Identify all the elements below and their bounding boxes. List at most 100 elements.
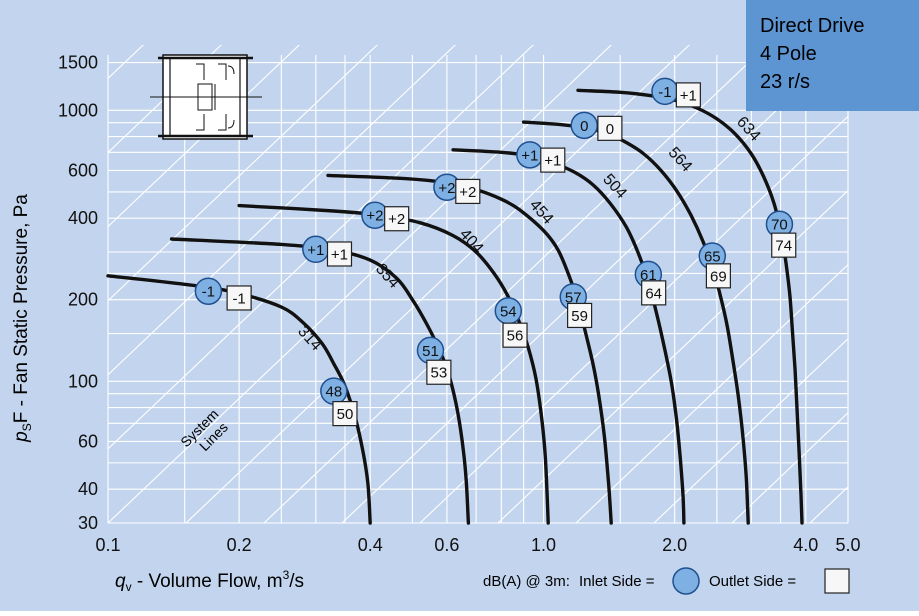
system-line xyxy=(108,45,612,523)
outlet-top-marker-value: +2 xyxy=(459,184,476,201)
inlet-noise-marker-value: 51 xyxy=(422,343,439,360)
legend-outlet-square xyxy=(824,568,850,594)
outlet-noise-marker-value: 74 xyxy=(775,238,792,255)
outlet-noise-marker-value: 50 xyxy=(337,406,354,423)
outlet-noise-marker-square xyxy=(567,302,593,329)
outlet-top-marker-value: +1 xyxy=(680,87,697,104)
x-axis-label-text: qv - Volume Flow, m3/s xyxy=(115,568,304,594)
x-tick-label: 0.4 xyxy=(358,535,383,555)
y-tick-label: 400 xyxy=(68,208,98,228)
x-tick-label: 0.2 xyxy=(227,535,252,555)
inlet-noise-marker-value: 61 xyxy=(640,267,657,284)
legend-inlet-label: Inlet Side = xyxy=(579,573,655,590)
system-line xyxy=(108,45,378,302)
system-line xyxy=(731,412,848,523)
outlet-top-marker-square xyxy=(384,206,410,232)
system-line xyxy=(108,45,456,376)
outlet-noise-marker-value: 59 xyxy=(571,308,588,325)
inlet-top-marker-value: +1 xyxy=(521,147,538,164)
system-line xyxy=(185,45,690,523)
y-tick-label: 600 xyxy=(68,160,98,180)
y-tick-label: 100 xyxy=(68,371,98,391)
inlet-noise-marker-value: 48 xyxy=(325,384,342,401)
y-tick-label: 60 xyxy=(78,431,98,451)
outlet-noise-marker-value: 56 xyxy=(507,328,524,345)
drive-info-background xyxy=(746,0,919,111)
outlet-noise-marker-value: 53 xyxy=(431,365,448,382)
legend-prefix: dB(A) @ 3m: xyxy=(483,573,570,590)
x-axis-label: qv - Volume Flow, m3/s xyxy=(115,568,304,594)
axes: 0.1 0.2 0.4 0.6 1.0 2.0 4.0 5.0 30 40 60 100 200 400 6… xyxy=(58,53,861,555)
outlet-top-marker-value: +2 xyxy=(388,211,405,228)
pole-count-text: 4 Pole xyxy=(760,43,817,65)
y-axis-label-symbol: p xyxy=(11,431,32,443)
inlet-top-marker-value: +1 xyxy=(307,242,324,259)
x-axis-label-superscript: 3 xyxy=(283,568,290,582)
outlet-top-marker-square xyxy=(326,241,353,267)
legend-inlet-circle xyxy=(672,567,700,595)
outlet-noise-marker-value: 69 xyxy=(710,268,727,285)
outlet-noise-marker-square xyxy=(332,401,358,427)
y-tick-label: 40 xyxy=(78,479,98,499)
outlet-top-marker-square xyxy=(226,285,252,311)
x-tick-label: 4.0 xyxy=(793,535,818,555)
y-tick-label: 1500 xyxy=(58,53,98,73)
drive-type-text: Direct Drive xyxy=(760,15,864,37)
legend: dB(A) @ 3m: Inlet Side = Outlet Side = xyxy=(483,567,850,595)
legend-outlet-label: Outlet Side = xyxy=(709,573,796,590)
inlet-top-marker-value: 0 xyxy=(580,118,588,135)
y-tick-label: 200 xyxy=(68,290,98,310)
x-tick-label: 2.0 xyxy=(662,535,687,555)
fan-diagram-motor xyxy=(197,83,213,111)
fan-diagram xyxy=(150,54,262,140)
outlet-top-marker-value: 0 xyxy=(606,121,614,138)
outlet-noise-marker-square xyxy=(705,263,731,289)
inlet-top-marker-value: +2 xyxy=(438,180,455,197)
outlet-noise-marker-square xyxy=(771,232,797,258)
outlet-noise-marker-value: 64 xyxy=(645,285,662,302)
x-axis-label-unit-end: /s xyxy=(289,571,304,592)
y-tick-label: 30 xyxy=(78,513,98,533)
x-axis-label-subscript: v xyxy=(126,580,132,594)
fan-diagram-impeller xyxy=(196,63,235,131)
x-tick-label: 5.0 xyxy=(835,535,860,555)
y-tick-label: 1000 xyxy=(58,100,98,120)
y-axis-label: pSF - Fan Static Pressure, Pa xyxy=(11,194,34,443)
outlet-top-marker-square xyxy=(540,147,566,173)
outlet-top-marker-value: +1 xyxy=(331,246,348,263)
inlet-top-marker-circle xyxy=(194,277,223,305)
outlet-noise-marker-square xyxy=(426,359,452,385)
outlet-top-marker-square xyxy=(597,115,623,141)
inlet-top-marker-value: -1 xyxy=(202,284,215,301)
x-axis-label-symbol: q xyxy=(115,571,126,592)
system-line xyxy=(653,337,848,523)
y-axis-label-subscript: S xyxy=(20,423,34,431)
inlet-top-marker-value: +2 xyxy=(366,208,383,225)
drive-info-box: Direct Drive 4 Pole 23 r/s xyxy=(746,0,919,111)
x-axis-label-rest: - Volume Flow, m xyxy=(132,571,283,592)
speed-text: 23 r/s xyxy=(760,71,810,93)
system-line xyxy=(108,45,300,228)
y-axis-label-text: pSF - Fan Static Pressure, Pa xyxy=(11,194,34,443)
inlet-noise-marker-value: 70 xyxy=(771,217,788,234)
x-tick-label: 0.1 xyxy=(95,535,120,555)
outlet-top-marker-value: +1 xyxy=(544,153,561,170)
x-tick-label: 1.0 xyxy=(531,535,556,555)
outlet-top-marker-value: -1 xyxy=(232,290,245,307)
outlet-noise-marker-square xyxy=(502,322,528,348)
inlet-top-marker-value: -1 xyxy=(658,84,671,101)
inlet-top-marker-circle xyxy=(570,111,598,140)
outlet-top-marker-square xyxy=(455,178,481,205)
inlet-noise-marker-value: 57 xyxy=(565,289,582,306)
outlet-noise-marker-square xyxy=(641,280,667,306)
system-line xyxy=(575,263,848,523)
inlet-noise-marker-value: 65 xyxy=(704,248,721,265)
inlet-noise-marker-value: 54 xyxy=(500,303,517,320)
outlet-top-marker-square xyxy=(675,82,701,108)
x-tick-label: 0.6 xyxy=(434,535,459,555)
y-axis-label-rest: F - Fan Static Pressure, Pa xyxy=(11,194,32,424)
